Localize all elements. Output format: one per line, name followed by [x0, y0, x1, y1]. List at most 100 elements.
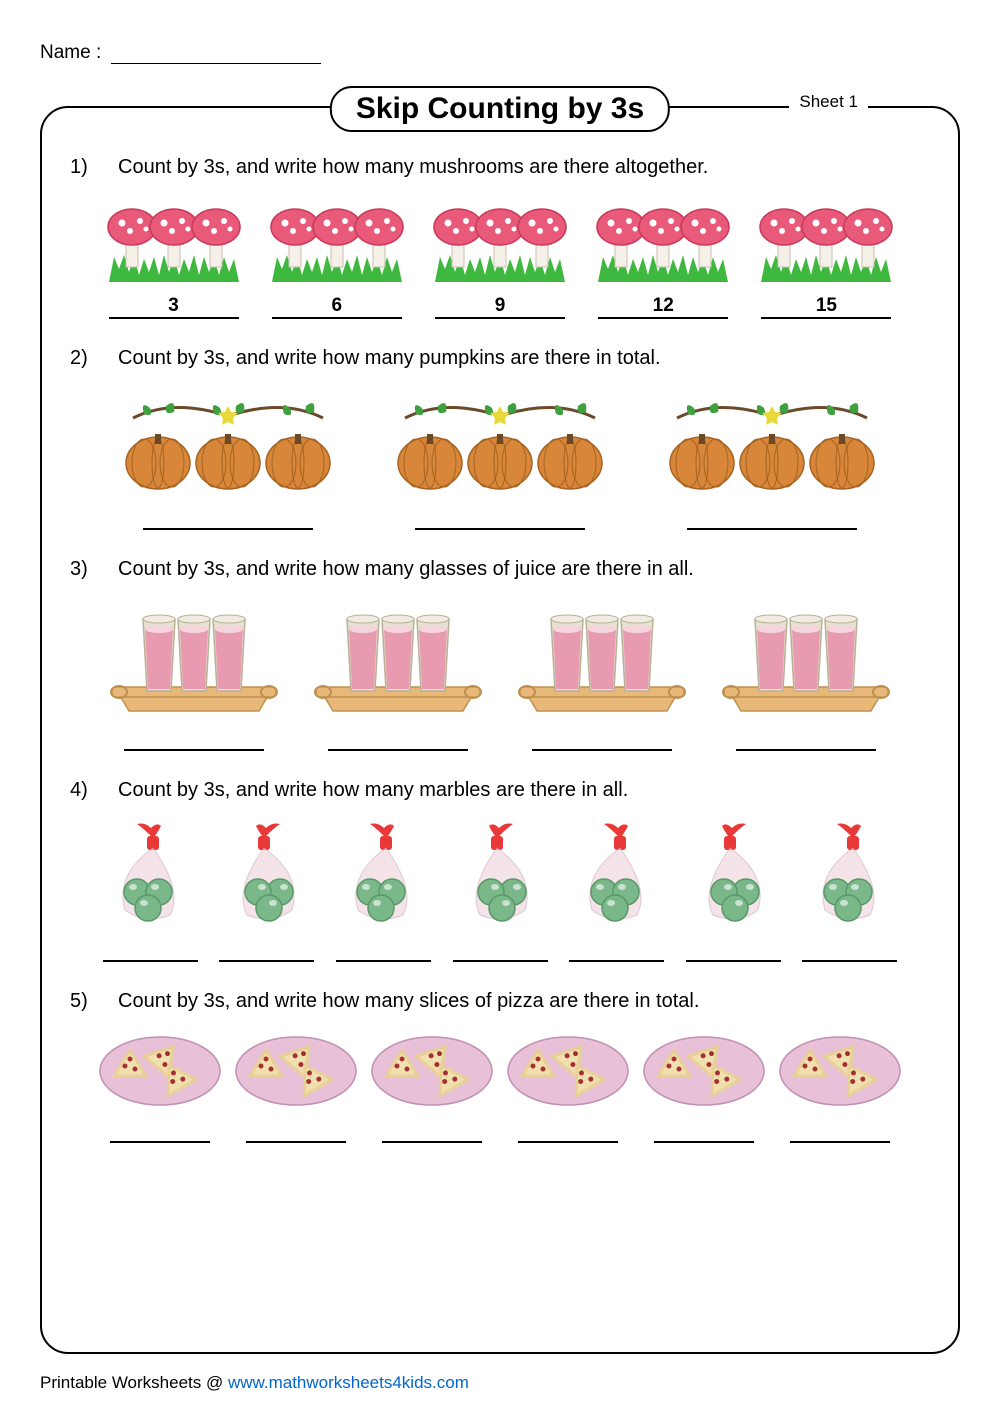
- answer-blank[interactable]: [686, 938, 781, 962]
- marble-bag-icon: [795, 820, 905, 930]
- answer-blank[interactable]: 12: [598, 295, 728, 319]
- image-group: [500, 1031, 636, 1111]
- juice-group-icon: [104, 599, 284, 719]
- answer-blank[interactable]: [328, 727, 468, 751]
- answer-blank[interactable]: [110, 1119, 210, 1143]
- problem-number: 4): [62, 779, 118, 802]
- pizza-group-icon: [231, 1031, 361, 1111]
- marble-bag-icon: [445, 820, 555, 930]
- answer-slot: [500, 727, 704, 751]
- answer-blank[interactable]: [246, 1119, 346, 1143]
- answer-slot: 9: [418, 295, 581, 319]
- mushroom-group-icon: [430, 197, 570, 287]
- problem-number: 1): [62, 156, 118, 179]
- image-group: [364, 1031, 500, 1111]
- answer-slot: [364, 506, 636, 530]
- image-group: [364, 388, 636, 498]
- pizza-group-icon: [639, 1031, 769, 1111]
- problem-3: 3) Count by 3s, and write how many glass…: [62, 558, 938, 751]
- answer-slot: [636, 506, 908, 530]
- problem-4: 4) Count by 3s, and write how many marbl…: [62, 779, 938, 962]
- answer-blank[interactable]: [654, 1119, 754, 1143]
- image-group: [255, 197, 418, 287]
- answer-blank[interactable]: [518, 1119, 618, 1143]
- problem-prompt: Count by 3s, and write how many mushroom…: [118, 156, 708, 179]
- image-group: [209, 820, 326, 930]
- name-blank-line[interactable]: [111, 63, 321, 64]
- image-group: [92, 599, 296, 719]
- answer-blank[interactable]: [219, 938, 314, 962]
- images-row: [62, 1031, 938, 1111]
- answers-row: [62, 506, 938, 530]
- answer-blank[interactable]: [687, 506, 857, 530]
- name-label: Name :: [40, 42, 101, 63]
- answer-blank[interactable]: [415, 506, 585, 530]
- answer-blank[interactable]: [103, 938, 198, 962]
- answer-blank[interactable]: [143, 506, 313, 530]
- pizza-group-icon: [775, 1031, 905, 1111]
- answer-slot: 6: [255, 295, 418, 319]
- image-group: [772, 1031, 908, 1111]
- answer-blank[interactable]: [569, 938, 664, 962]
- answer-slot: [325, 938, 442, 962]
- juice-group-icon: [716, 599, 896, 719]
- images-row: [62, 197, 938, 287]
- marble-bag-icon: [562, 820, 672, 930]
- answer-blank[interactable]: [124, 727, 264, 751]
- image-group: [296, 599, 500, 719]
- prompt-row: 1) Count by 3s, and write how many mushr…: [62, 156, 938, 179]
- pumpkin-group-icon: [657, 388, 887, 498]
- juice-group-icon: [512, 599, 692, 719]
- answer-slot: [228, 1119, 364, 1143]
- page-title: Skip Counting by 3s: [330, 86, 670, 132]
- answer-blank[interactable]: [336, 938, 431, 962]
- answer-slot: 3: [92, 295, 255, 319]
- answer-blank[interactable]: 9: [435, 295, 565, 319]
- image-group: [636, 388, 908, 498]
- answer-blank[interactable]: [532, 727, 672, 751]
- answer-blank[interactable]: [790, 1119, 890, 1143]
- answers-row: [62, 1119, 938, 1143]
- problem-prompt: Count by 3s, and write how many glasses …: [118, 558, 694, 581]
- pumpkin-group-icon: [113, 388, 343, 498]
- prompt-row: 2) Count by 3s, and write how many pumpk…: [62, 347, 938, 370]
- juice-group-icon: [308, 599, 488, 719]
- problem-5: 5) Count by 3s, and write how many slice…: [62, 990, 938, 1143]
- problem-2: 2) Count by 3s, and write how many pumpk…: [62, 347, 938, 530]
- worksheet-frame: Skip Counting by 3s Sheet 1 1) Count by …: [40, 106, 960, 1354]
- answer-blank[interactable]: [382, 1119, 482, 1143]
- image-group: [791, 820, 908, 930]
- marble-bag-icon: [95, 820, 205, 930]
- prompt-row: 4) Count by 3s, and write how many marbl…: [62, 779, 938, 802]
- prompt-row: 5) Count by 3s, and write how many slice…: [62, 990, 938, 1013]
- sheet-number: Sheet 1: [789, 92, 868, 112]
- image-group: [92, 388, 364, 498]
- answer-blank[interactable]: 3: [109, 295, 239, 319]
- footer-link[interactable]: www.mathworksheets4kids.com: [228, 1373, 469, 1392]
- answers-row: [62, 938, 938, 962]
- image-group: [558, 820, 675, 930]
- answer-slot: [442, 938, 559, 962]
- marble-bag-icon: [678, 820, 788, 930]
- answer-blank[interactable]: [802, 938, 897, 962]
- image-group: [636, 1031, 772, 1111]
- answer-slot: [92, 506, 364, 530]
- answer-slot: [364, 1119, 500, 1143]
- answer-blank[interactable]: [453, 938, 548, 962]
- image-group: [92, 1031, 228, 1111]
- answer-blank[interactable]: 15: [761, 295, 891, 319]
- images-row: [62, 388, 938, 498]
- answer-slot: [772, 1119, 908, 1143]
- answer-slot: 15: [745, 295, 908, 319]
- problem-number: 3): [62, 558, 118, 581]
- problem-number: 2): [62, 347, 118, 370]
- name-field: Name :: [40, 42, 321, 64]
- image-group: [325, 820, 442, 930]
- answer-slot: 12: [582, 295, 745, 319]
- answer-blank[interactable]: [736, 727, 876, 751]
- mushroom-group-icon: [267, 197, 407, 287]
- answer-slot: [92, 727, 296, 751]
- answer-blank[interactable]: 6: [272, 295, 402, 319]
- pumpkin-group-icon: [385, 388, 615, 498]
- mushroom-group-icon: [104, 197, 244, 287]
